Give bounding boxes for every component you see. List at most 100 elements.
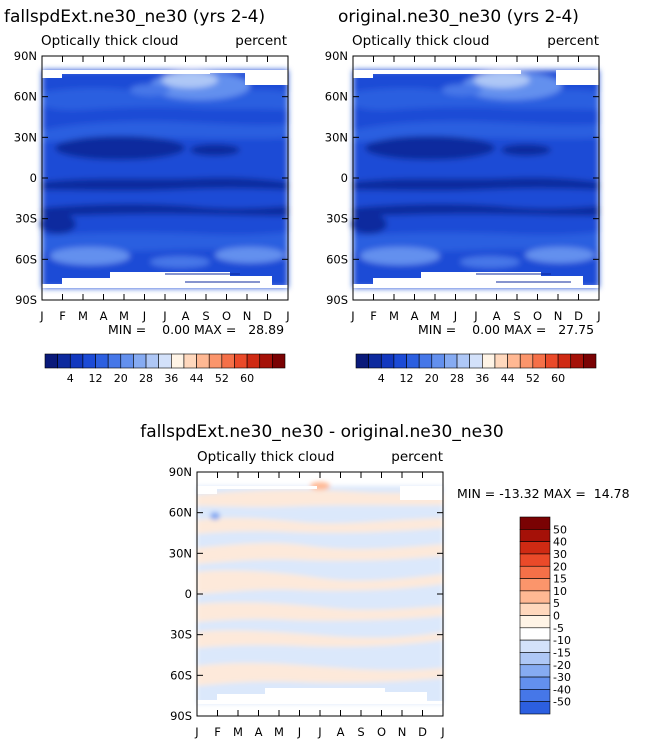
right-colorbar-label: 44 <box>501 372 515 385</box>
left-heatmap <box>40 70 288 288</box>
right-y-tick-label: 60S <box>326 252 348 266</box>
diff-y-tick-label: 90S <box>170 709 192 723</box>
right-colorbar-swatch <box>557 353 572 369</box>
left-colorbar-swatch <box>57 353 71 369</box>
right-colorbar-label: 28 <box>450 372 464 385</box>
diff-y-tick-label: 60N <box>169 506 192 520</box>
left-colorbar-swatch <box>246 353 261 369</box>
left-colorbar-swatch <box>272 353 286 369</box>
left-panel: fallspdExt.ne30_ne30 (yrs 2-4) Optically… <box>4 7 290 385</box>
diff-x-tick-label: J <box>317 725 321 739</box>
diff-colorbar-label: 50 <box>553 523 567 536</box>
left-x-tick-label: J <box>142 309 146 323</box>
right-panel-units: percent <box>547 33 599 49</box>
right-colorbar-swatch <box>444 353 458 369</box>
left-colorbar: 4 12 20 28 36 44 52 60 <box>44 353 286 385</box>
left-colorbar-swatch <box>221 353 235 369</box>
left-colorbar-label: 12 <box>89 372 103 385</box>
diff-x-tick-label: J <box>440 725 444 739</box>
right-colorbar-swatch <box>456 353 470 369</box>
right-colorbar-swatch <box>406 353 420 369</box>
diff-colorbar-label: 15 <box>553 573 567 586</box>
right-x-tick-label: A <box>493 309 501 323</box>
left-y-tick-label: 60N <box>14 90 37 104</box>
left-colorbar-swatch <box>234 353 248 369</box>
right-x-tick-label: M <box>389 309 399 323</box>
diff-colorbar-label: 40 <box>553 536 567 549</box>
diff-x-tick-label: O <box>377 725 386 739</box>
diff-panel-units: percent <box>391 449 443 465</box>
left-colorbar-swatch <box>120 353 134 369</box>
left-x-tick-label: J <box>162 309 166 323</box>
right-colorbar-swatch <box>507 353 521 369</box>
left-colorbar-label: 36 <box>164 372 178 385</box>
left-y-tick-label: 90S <box>15 293 37 307</box>
diff-panel: fallspdExt.ne30_ne30 - original.ne30_ne3… <box>140 422 629 739</box>
left-x-tick-label: D <box>263 309 272 323</box>
right-colorbar: 4 12 20 28 36 44 52 60 <box>355 353 597 385</box>
left-colorbar-swatch <box>259 353 273 369</box>
right-panel-title: original.ne30_ne30 (yrs 2-4) <box>338 7 579 27</box>
right-x-tick-label: N <box>554 309 563 323</box>
left-x-tick-label: M <box>78 309 88 323</box>
right-colorbar-label: 20 <box>425 372 439 385</box>
left-x-tick-label: O <box>222 309 231 323</box>
left-stats: MIN = 0.00 MAX = 28.89 <box>108 322 284 337</box>
diff-x-tick-label: D <box>418 725 427 739</box>
right-colorbar-label: 36 <box>475 372 489 385</box>
right-panel-subtitle: Optically thick cloud <box>352 33 489 49</box>
right-y-tick-label: 60N <box>325 90 348 104</box>
diff-y-tick-label: 30S <box>170 628 192 642</box>
right-x-tick-label: A <box>411 309 419 323</box>
right-y-tick-label: 90S <box>326 293 348 307</box>
right-colorbar-swatch <box>393 353 407 369</box>
right-y-tick-label: 30S <box>326 212 348 226</box>
diff-colorbar-label: -15 <box>553 646 571 659</box>
right-heatmap <box>351 70 599 288</box>
right-colorbar-swatch <box>583 353 597 369</box>
diff-y-tick-label: 90N <box>169 465 192 479</box>
diff-x-tick-label: M <box>233 725 243 739</box>
right-colorbar-swatch <box>368 353 382 369</box>
diff-colorbar-swatch <box>519 516 551 530</box>
diff-colorbar-swatch <box>519 565 551 579</box>
right-colorbar-label: 12 <box>400 372 414 385</box>
diff-x-tick-label: N <box>398 725 407 739</box>
diff-colorbar-swatch <box>519 541 551 555</box>
right-colorbar-swatch <box>355 353 369 369</box>
left-colorbar-swatch <box>82 353 96 369</box>
left-panel-subtitle: Optically thick cloud <box>41 33 178 49</box>
diff-x-tick-label: M <box>274 725 284 739</box>
diff-x-tick-label: S <box>357 725 364 739</box>
right-y-tick-label: 30N <box>325 130 348 144</box>
left-colorbar-swatch <box>208 353 223 369</box>
left-x-tick-label: N <box>243 309 252 323</box>
left-colorbar-label: 20 <box>114 372 128 385</box>
left-colorbar-label: 60 <box>240 372 254 385</box>
left-x-tick-label: A <box>100 309 108 323</box>
left-colorbar-swatch <box>133 353 147 369</box>
left-colorbar-label: 52 <box>215 372 229 385</box>
diff-stats: MIN = -13.32 MAX = 14.78 <box>457 486 630 501</box>
diff-panel-subtitle: Optically thick cloud <box>197 449 334 465</box>
diff-y-tick-label: 60S <box>170 668 192 682</box>
right-x-tick-label: J <box>473 309 477 323</box>
left-colorbar-swatch <box>69 353 84 369</box>
right-colorbar-swatch <box>545 353 559 369</box>
left-x-tick-label: M <box>119 309 129 323</box>
right-x-tick-label: S <box>513 309 520 323</box>
diff-colorbar-label: 20 <box>553 560 567 573</box>
diff-colorbar-label: -5 <box>553 622 564 635</box>
left-colorbar-swatch <box>95 353 109 369</box>
right-colorbar-swatch <box>482 353 496 369</box>
left-y-tick-label: 0 <box>30 171 37 185</box>
diff-colorbar-swatch <box>519 602 551 616</box>
right-colorbar-swatch <box>570 353 584 369</box>
right-colorbar-swatch <box>431 353 445 369</box>
left-colorbar-swatch <box>107 353 122 369</box>
